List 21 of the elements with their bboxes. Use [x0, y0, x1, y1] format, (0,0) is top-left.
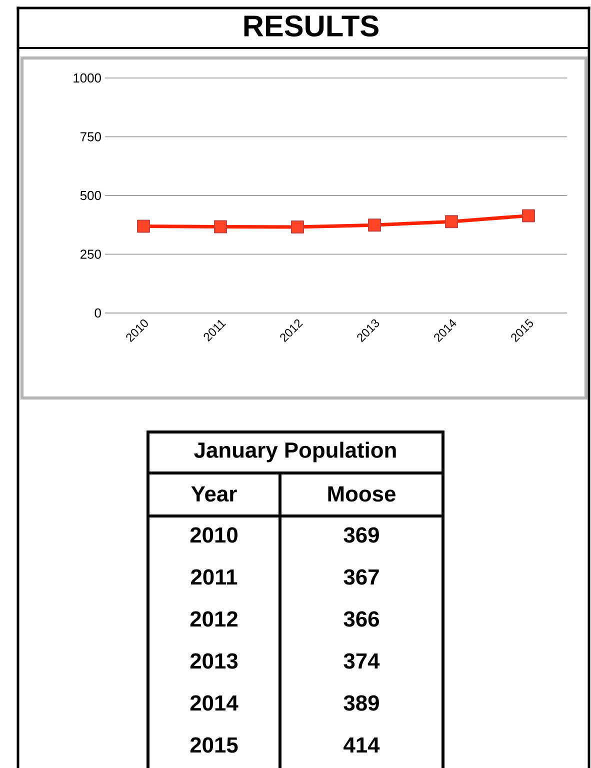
category-label: 2012	[190, 611, 238, 627]
text: 414	[344, 737, 380, 753]
text: Moose	[328, 486, 396, 502]
text: 389	[344, 695, 379, 711]
category-label: 2010	[190, 527, 238, 543]
text: Year	[191, 486, 237, 502]
text: 366	[344, 611, 379, 627]
category-label: 2013	[190, 653, 238, 669]
y-tick-label: 500	[80, 190, 101, 200]
y-tick-label: 1000	[74, 73, 101, 83]
text: January Population	[194, 442, 396, 462]
y-tick-label: 0	[94, 308, 101, 318]
text: 374	[344, 653, 380, 669]
category-label: 2011	[190, 569, 238, 585]
chart-title: RESULTS	[244, 15, 378, 37]
category-label: 2014	[190, 695, 238, 711]
text: 369	[344, 527, 379, 543]
y-tick-label: 250	[80, 250, 101, 259]
category-label: 2015	[190, 737, 238, 753]
y-tick-label: 750	[80, 132, 101, 142]
text: 367	[344, 569, 379, 585]
